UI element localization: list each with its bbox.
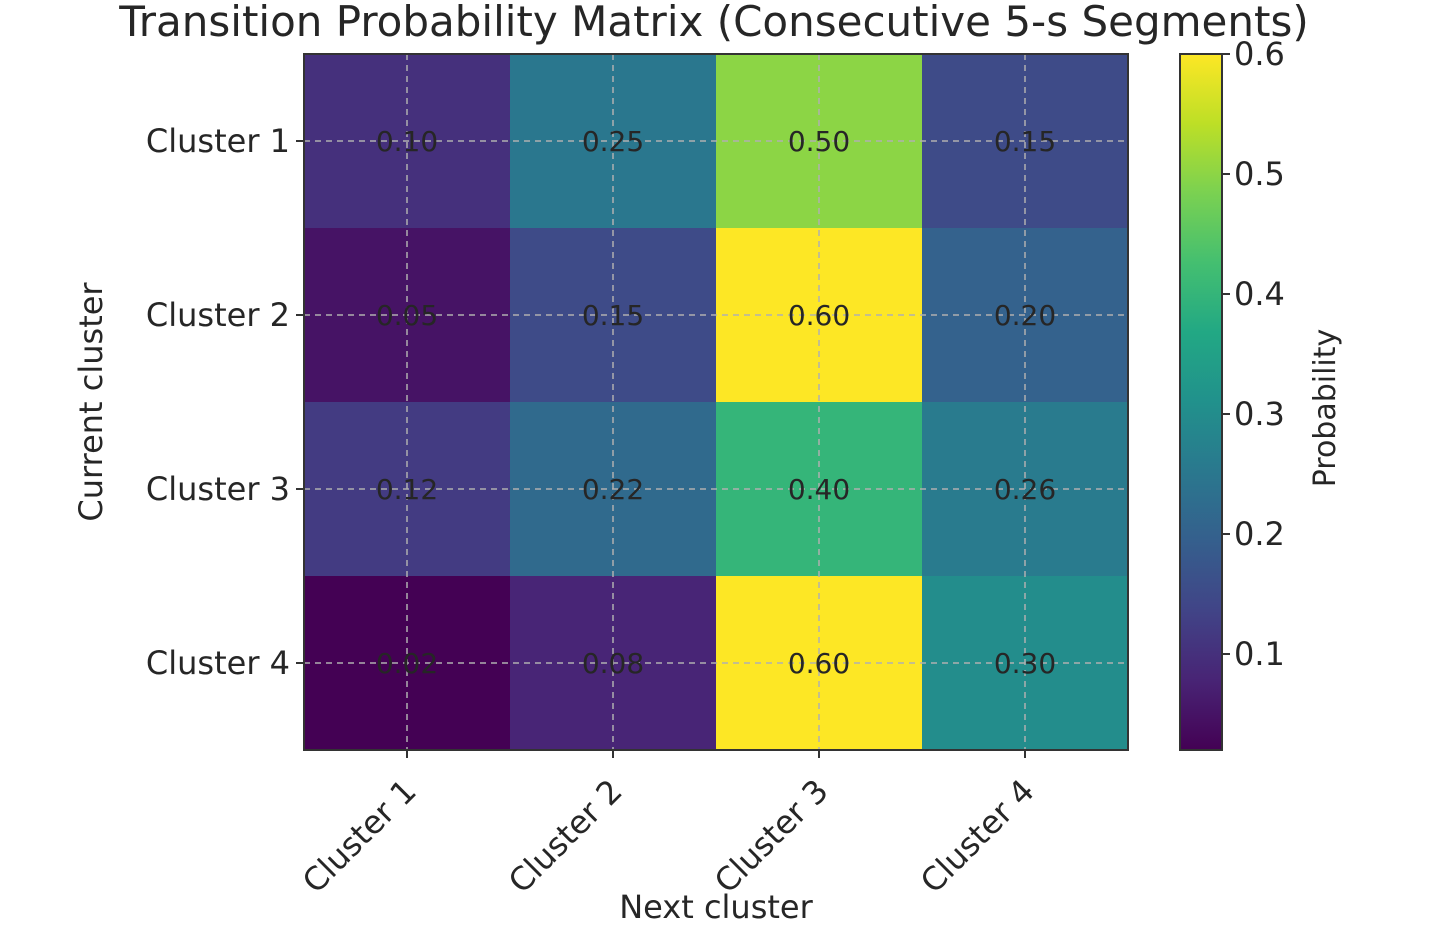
y-axis-label: Current cluster xyxy=(72,282,110,522)
x-axis-label: Next cluster xyxy=(619,888,813,926)
y-tick-label: Cluster 1 xyxy=(146,122,290,160)
colorbar-tick-label: 0.5 xyxy=(1234,155,1285,193)
colorbar-label: Probability xyxy=(1308,329,1343,488)
plot-frame xyxy=(303,53,1129,751)
x-tick-label: Cluster 4 xyxy=(913,772,1042,901)
cell-value-label-r3-c3: 0.40 xyxy=(788,473,850,506)
y-axis-ticks: Cluster 1 Cluster 2 Cluster 3 Cluster 4 xyxy=(146,122,304,682)
y-tick-label: Cluster 3 xyxy=(146,470,290,508)
colorbar-tick-label: 0.6 xyxy=(1234,35,1285,73)
y-tick-label: Cluster 4 xyxy=(146,644,290,682)
cell-value-label-r2-c2: 0.15 xyxy=(582,299,644,332)
cell-value-label-r1-c3: 0.50 xyxy=(788,125,850,158)
cell-labels: 0.10 0.25 0.50 0.15 0.05 0.15 0.60 0.20 0.12 0.22… xyxy=(376,125,1056,680)
cell-value-label-r4-c1: 0.02 xyxy=(376,647,438,680)
cell-value-label-r4-c4: 0.30 xyxy=(994,647,1056,680)
cell-value-label-r3-c4: 0.26 xyxy=(994,473,1056,506)
gridlines xyxy=(304,54,1128,750)
cell-value-label-r4-c2: 0.08 xyxy=(582,647,644,680)
cell-value-label-r2-c4: 0.20 xyxy=(994,299,1056,332)
cell-value-label-r4-c3: 0.60 xyxy=(788,647,850,680)
x-tick-label: Cluster 1 xyxy=(295,772,424,901)
chart-title: Transition Probability Matrix (Consecuti… xyxy=(118,0,1308,46)
cell-value-label-r2-c3: 0.60 xyxy=(788,299,850,332)
y-tick-label: Cluster 2 xyxy=(146,296,290,334)
cell-value-label-r3-c2: 0.22 xyxy=(582,473,644,506)
cell-value-label-r2-c1: 0.05 xyxy=(376,299,438,332)
colorbar-tick-label: 0.1 xyxy=(1234,635,1285,673)
x-tick-label: Cluster 3 xyxy=(707,772,836,901)
cell-value-label-r1-c1: 0.10 xyxy=(376,125,438,158)
cell-value-label-r1-c4: 0.15 xyxy=(994,125,1056,158)
colorbar-tick-label: 0.4 xyxy=(1234,275,1285,313)
cell-value-label-r3-c1: 0.12 xyxy=(376,473,438,506)
colorbar-tick-label: 0.3 xyxy=(1234,395,1285,433)
colorbar xyxy=(1179,53,1223,751)
x-tick-label: Cluster 2 xyxy=(501,772,630,901)
colorbar-tick-label: 0.2 xyxy=(1234,515,1285,553)
cell-value-label-r1-c2: 0.25 xyxy=(582,125,644,158)
x-axis-ticks: Cluster 1 Cluster 2 Cluster 3 Cluster 4 xyxy=(295,750,1042,901)
colorbar-ticks: 0.1 0.2 0.3 0.4 0.5 0.6 xyxy=(1222,35,1285,673)
